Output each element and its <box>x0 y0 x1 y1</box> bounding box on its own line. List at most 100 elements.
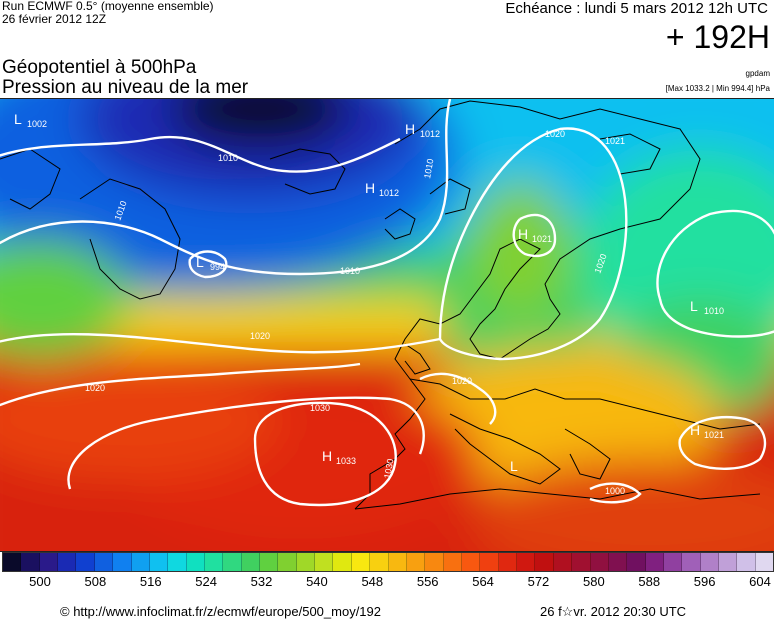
color-scale-swatch <box>461 553 481 571</box>
isobar-label: 1030 <box>310 403 330 413</box>
svg-text:H: H <box>365 180 375 196</box>
color-scale-swatch <box>296 553 316 571</box>
weather-map: 1010 1010 1010 1010 1020 1020 1020 1020 … <box>0 98 774 552</box>
color-scale-swatch <box>645 553 664 571</box>
color-scale-swatch <box>443 553 462 571</box>
svg-text:L: L <box>690 298 698 314</box>
color-scale-tick-label: 564 <box>472 574 494 589</box>
isobar-label: 1021 <box>605 136 625 146</box>
color-scale-swatch <box>682 553 701 571</box>
isobar-label: 1000 <box>605 486 625 496</box>
max-min-readout: [Max 1033.2 | Min 994.4] hPa <box>665 84 770 93</box>
svg-text:1002: 1002 <box>27 119 47 129</box>
color-scale-swatch <box>517 553 536 571</box>
geopotential-field <box>0 99 774 551</box>
color-scale-swatch <box>370 553 389 571</box>
color-scale-tick-label: 580 <box>582 574 605 589</box>
color-scale-tick-label: 556 <box>416 574 439 589</box>
color-scale-swatch <box>535 553 554 571</box>
svg-text:1012: 1012 <box>379 188 399 198</box>
color-scale-swatch <box>315 553 334 571</box>
color-scale-swatch <box>131 553 150 571</box>
color-scale-tick-label: 516 <box>139 574 162 589</box>
color-scale-swatch <box>608 553 628 571</box>
high-pressure-center: H 1012 <box>365 180 399 198</box>
copyright-source: © http://www.infoclimat.fr/z/ecmwf/europ… <box>60 604 381 619</box>
color-scale-swatch <box>260 553 279 571</box>
isobar-label: 1020 <box>85 383 105 393</box>
color-scale-tick-label: 588 <box>638 574 661 589</box>
svg-text:1021: 1021 <box>532 234 552 244</box>
color-scale-swatch <box>168 553 187 571</box>
isobar-label: 1030 <box>382 458 395 479</box>
color-scale-swatch <box>149 553 169 571</box>
color-scale-swatch <box>406 553 426 571</box>
svg-text:L: L <box>196 254 204 270</box>
low-pressure-center: L 1002 <box>14 111 47 129</box>
generation-timestamp: 26 f☆vr. 2012 20:30 UTC <box>540 604 687 619</box>
color-scale-swatch <box>627 553 646 571</box>
color-scale-swatch <box>278 553 297 571</box>
color-scale-swatch <box>333 553 352 571</box>
color-scale-swatch <box>498 553 518 571</box>
color-scale-swatch <box>241 553 261 571</box>
color-scale-swatch <box>186 553 205 571</box>
svg-text:H: H <box>518 226 528 242</box>
svg-text:994: 994 <box>210 262 225 272</box>
pressure-centers: L 1002 L 994 H 1012 H 1012 H 1021 L 1010 <box>14 111 724 474</box>
color-scale-tick-label: 508 <box>84 574 107 589</box>
color-scale-swatch <box>590 553 609 571</box>
color-scale-swatch <box>58 553 77 571</box>
color-scale-swatch <box>572 553 591 571</box>
isobar-label: 1020 <box>452 376 472 386</box>
color-scale-swatch <box>700 553 720 571</box>
isobar-label: 1020 <box>250 331 270 341</box>
color-scale-swatch <box>39 553 59 571</box>
isobars <box>0 99 774 507</box>
isobar-label: 1010 <box>218 153 238 163</box>
color-scale-labels: 500 508 516 524 532 540 548 556 564 572 580 588 596 6… <box>0 574 774 590</box>
isobar-label: 1010 <box>340 266 360 276</box>
color-scale-swatch <box>94 553 114 571</box>
svg-text:H: H <box>690 422 700 438</box>
color-scale-tick-label: 524 <box>195 574 217 589</box>
forecast-valid-time: Echéance : lundi 5 mars 2012 12h UTC <box>505 0 768 17</box>
parameter-title-geopotential: Géopotentiel à 500hPa <box>2 57 197 78</box>
color-scale-swatch <box>204 553 224 571</box>
svg-text:1033: 1033 <box>336 456 356 466</box>
svg-text:1012: 1012 <box>420 129 440 139</box>
isobar-label: 1010 <box>422 158 435 179</box>
high-pressure-center: H 1033 <box>322 448 356 466</box>
color-scale-tick-label: 532 <box>250 574 273 589</box>
color-scale-swatch <box>76 553 95 571</box>
color-scale-swatch <box>719 553 738 571</box>
unit-label: gpdam <box>745 69 770 78</box>
svg-text:L: L <box>510 458 518 474</box>
color-scale-bar <box>2 552 774 572</box>
color-scale-tick-label: 596 <box>693 574 716 589</box>
low-pressure-center: L <box>510 458 518 474</box>
low-pressure-center: L 994 <box>196 254 225 272</box>
svg-text:H: H <box>405 121 415 137</box>
svg-text:H: H <box>322 448 332 464</box>
high-pressure-center: H 1012 <box>405 121 440 139</box>
high-pressure-center: H 1021 <box>518 226 552 244</box>
lead-time: + 192H <box>665 19 770 55</box>
svg-text:L: L <box>14 111 22 127</box>
color-scale-swatch <box>737 553 756 571</box>
run-date: 26 février 2012 12Z <box>2 12 107 26</box>
color-scale-tick-label: 572 <box>527 574 550 589</box>
color-scale-swatch <box>480 553 499 571</box>
color-scale-swatch <box>755 553 774 571</box>
color-scale-swatch <box>113 553 132 571</box>
color-scale-tick-label: 540 <box>306 574 328 589</box>
color-scale-swatch <box>425 553 444 571</box>
high-pressure-center: H 1021 <box>690 422 724 440</box>
color-scale-swatch <box>21 553 40 571</box>
color-scale-swatch <box>553 553 573 571</box>
color-scale-swatch <box>388 553 407 571</box>
svg-text:1021: 1021 <box>704 430 724 440</box>
color-scale-swatch <box>223 553 242 571</box>
color-scale-swatch <box>3 553 22 571</box>
svg-text:1010: 1010 <box>704 306 724 316</box>
